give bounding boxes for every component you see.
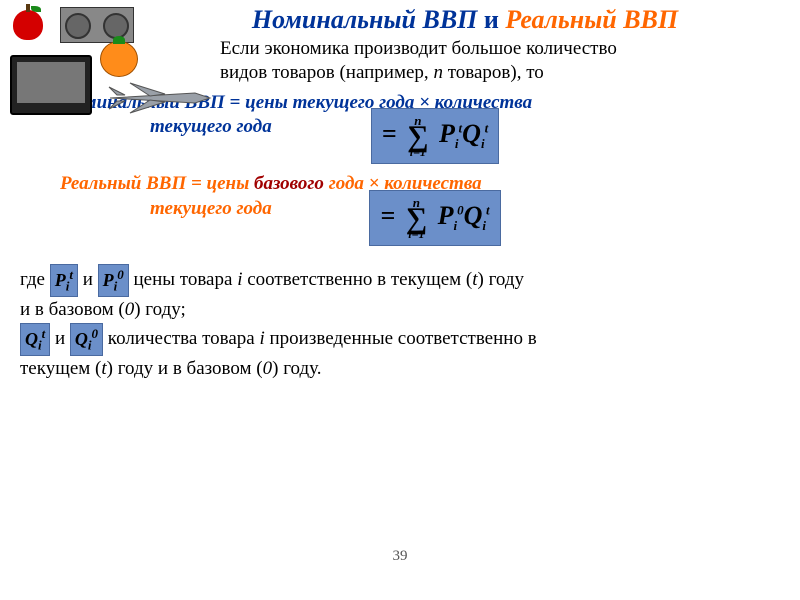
mini-P0: Pi0 <box>98 264 129 297</box>
eq-sign: = <box>382 119 397 148</box>
mini-Pt: Pit <box>50 264 78 297</box>
ftr-and1: и <box>83 269 98 290</box>
footer-explanation: где Pit и Pi0 цены товара i соответствен… <box>20 264 780 382</box>
intro-n: n <box>433 62 443 83</box>
def-real-rest1: ВВП = цены <box>141 173 254 194</box>
apple-icon <box>13 10 43 40</box>
mini-Q0: Qi0 <box>70 323 103 356</box>
mini-Qt: Qit <box>20 323 50 356</box>
title-real: Реальный ВВП <box>505 5 678 34</box>
intro-line2b: товаров), то <box>448 62 544 83</box>
formula-P0: Pi0Qit <box>438 201 490 230</box>
sum-icon: n ∑ i=1 <box>407 111 428 162</box>
jet-icon <box>105 81 215 115</box>
page-number: 39 <box>393 548 408 565</box>
slide-title: Номинальный ВВП и Реальный ВВП <box>150 5 780 35</box>
intro-text: Если экономика производит большое количе… <box>220 37 780 85</box>
def-real-lead: Реальный <box>60 173 141 194</box>
def-nom-rest2: текущего года <box>150 116 272 137</box>
ftr-gde: где <box>20 269 50 290</box>
title-and: и <box>484 5 499 34</box>
nominal-formula-box: = n ∑ i=1 PitQit <box>371 108 499 165</box>
title-nominal: Номинальный ВВП <box>252 5 478 34</box>
intro-line2a: видов товаров (например, <box>220 62 429 83</box>
orange-icon <box>100 41 138 77</box>
ftr-l1: цены товара <box>134 269 238 290</box>
sum-icon-2: n ∑ i=1 <box>406 193 427 244</box>
intro-line1: Если экономика производит большое количе… <box>220 38 617 59</box>
def-real-rest2: текущего года <box>150 198 272 219</box>
ftr-and2: и <box>55 328 70 349</box>
formula-P: PitQit <box>439 119 488 148</box>
eq-sign-2: = <box>380 201 395 230</box>
def-real-baz: базового <box>254 173 324 194</box>
tv-icon <box>10 55 92 115</box>
real-formula-box: = n ∑ i=1 Pi0Qit <box>369 190 500 247</box>
